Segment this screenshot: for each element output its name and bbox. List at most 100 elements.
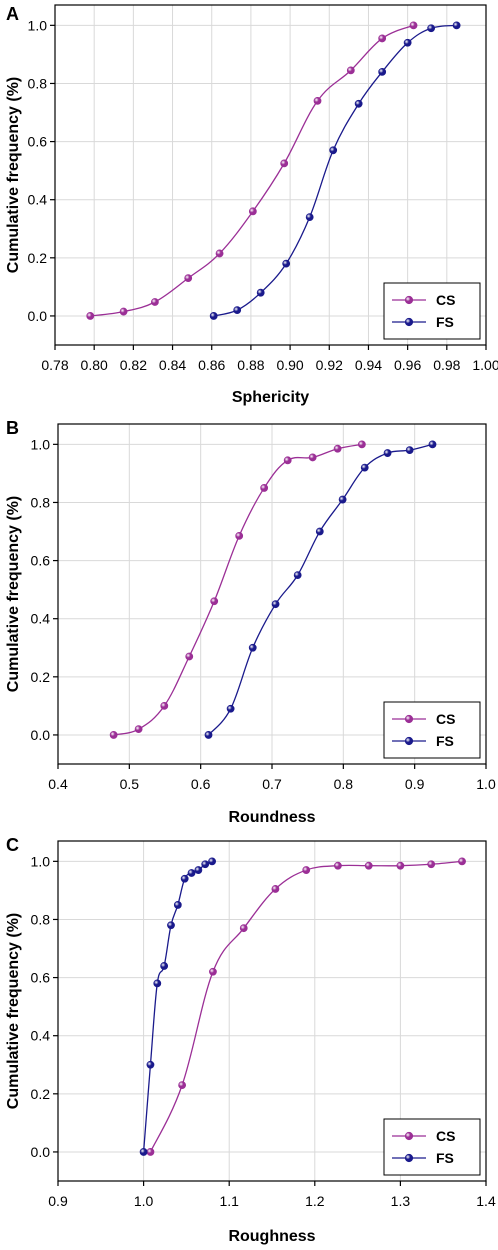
panel-letter: A: [6, 4, 19, 24]
x-tick-label: 0.88: [237, 357, 264, 373]
data-point-cs: [185, 652, 194, 661]
data-point-cs: [302, 866, 311, 874]
data-point-cs: [151, 298, 159, 306]
data-point-cs: [184, 274, 193, 283]
data-point-fs: [427, 24, 436, 33]
plot-frame: [57, 840, 487, 1182]
y-tick-label: 0.6: [28, 134, 48, 150]
x-tick-label: 0.94: [355, 357, 382, 373]
y-tick-label: 1.0: [31, 853, 51, 869]
data-point-cs: [409, 21, 418, 30]
data-point-cs: [215, 249, 224, 258]
data-point-cs: [134, 725, 143, 734]
legend-label-cs: CS: [436, 1128, 455, 1144]
data-point-fs: [305, 213, 314, 222]
x-tick-label: 0.80: [81, 357, 108, 373]
legend-label-fs: FS: [436, 314, 454, 330]
x-tick-label: 0.98: [433, 357, 460, 373]
y-axis-title: Cumulative frequency (%): [5, 77, 22, 273]
legend-label-fs: FS: [436, 733, 454, 749]
data-point-cs: [271, 885, 280, 893]
y-tick-label: 0.4: [31, 611, 51, 627]
x-tick-label: 1.00: [472, 357, 498, 373]
x-tick-label: 1.0: [476, 776, 496, 792]
panel-b: B 0.4 0.5 0.6 0.7 0.8 0.9 1.0 0.0 0.2 0.4 0.6 0.8 1.0…: [0, 414, 498, 831]
data-point-cs: [210, 597, 219, 606]
data-point-fs: [315, 527, 324, 536]
y-tick-label: 0.8: [31, 494, 51, 510]
data-point-fs: [146, 1060, 155, 1069]
data-point-fs: [405, 446, 414, 455]
x-tick-label: 0.7: [262, 776, 282, 792]
data-point-cs: [160, 701, 169, 710]
data-point-cs: [86, 312, 95, 320]
data-point-cs: [119, 307, 128, 316]
data-point-fs: [383, 449, 392, 457]
y-tick-label: 0.0: [28, 308, 48, 324]
data-point-cs: [378, 34, 387, 43]
y-axis-title: Cumulative frequency (%): [5, 496, 22, 692]
sphericity-chart: A 0.78 0.80 0.82 0.84 0.86 0.88 0.90 0.92 0.94 0.9…: [5, 4, 498, 406]
x-tick-label: 0.9: [405, 776, 425, 792]
data-point-fs: [226, 704, 235, 713]
x-tick-label: 0.8: [334, 776, 354, 792]
legend: CS FS: [383, 282, 481, 340]
legend-label-cs: CS: [436, 711, 455, 727]
data-point-fs: [180, 874, 189, 883]
series-line-fs: [213, 24, 457, 317]
x-tick-label: 0.9: [48, 1193, 68, 1209]
y-tick-label: 0.6: [31, 553, 51, 569]
x-tick-label: 1.2: [305, 1193, 325, 1209]
data-point-fs: [194, 866, 203, 874]
data-point-cs: [364, 861, 373, 870]
data-point-fs: [360, 463, 369, 472]
series-line-cs: [149, 860, 463, 1153]
data-point-fs: [428, 440, 437, 449]
legend-marker-cs: [404, 714, 414, 724]
legend-box: [383, 701, 481, 759]
legend-box: [383, 282, 481, 340]
data-point-cs: [260, 484, 269, 492]
data-point-cs: [333, 444, 342, 453]
data-point-fs: [209, 312, 218, 320]
data-point-cs: [109, 731, 118, 739]
data-point-fs: [139, 1148, 148, 1156]
x-axis-title: Roughness: [228, 1228, 315, 1245]
legend-marker-cs: [404, 295, 414, 305]
x-tick-label: 1.4: [476, 1193, 496, 1209]
x-tick-label: 0.78: [41, 357, 68, 373]
y-tick-label: 0.8: [31, 911, 51, 927]
data-point-cs: [235, 531, 244, 540]
series-line-fs: [208, 443, 433, 736]
y-tick-label: 0.4: [31, 1028, 51, 1044]
legend: CS FS: [383, 701, 481, 759]
y-tick-label: 0.2: [31, 669, 51, 685]
legend-label-cs: CS: [436, 292, 455, 308]
data-point-fs: [378, 67, 387, 76]
data-point-fs: [233, 306, 242, 315]
plot-frame: [54, 4, 487, 346]
data-point-cs: [357, 440, 366, 449]
legend: CS FS: [383, 1118, 481, 1176]
data-point-cs: [308, 453, 317, 462]
data-point-fs: [403, 38, 412, 47]
x-tick-label: 0.6: [191, 776, 211, 792]
data-point-fs: [160, 962, 169, 970]
panel-letter: B: [6, 418, 19, 438]
data-point-fs: [338, 495, 347, 504]
roughness-chart: C 0.9 1.0 1.1 1.2 1.3 1.4 0.0 0.2 0.4 0.6 0.8 1.0 Rou…: [5, 835, 496, 1245]
data-point-fs: [329, 146, 338, 155]
data-point-cs: [239, 924, 248, 933]
data-point-fs: [167, 921, 175, 930]
x-tick-label: 0.92: [316, 357, 343, 373]
data-point-fs: [153, 979, 162, 988]
y-tick-label: 1.0: [31, 436, 51, 452]
x-axis-title: Sphericity: [232, 389, 309, 406]
x-tick-label: 0.86: [198, 357, 225, 373]
data-point-fs: [271, 600, 280, 609]
data-point-cs: [280, 159, 289, 168]
x-tick-label: 0.90: [276, 357, 303, 373]
x-tick-label: 0.5: [120, 776, 140, 792]
y-tick-label: 0.6: [31, 970, 51, 986]
